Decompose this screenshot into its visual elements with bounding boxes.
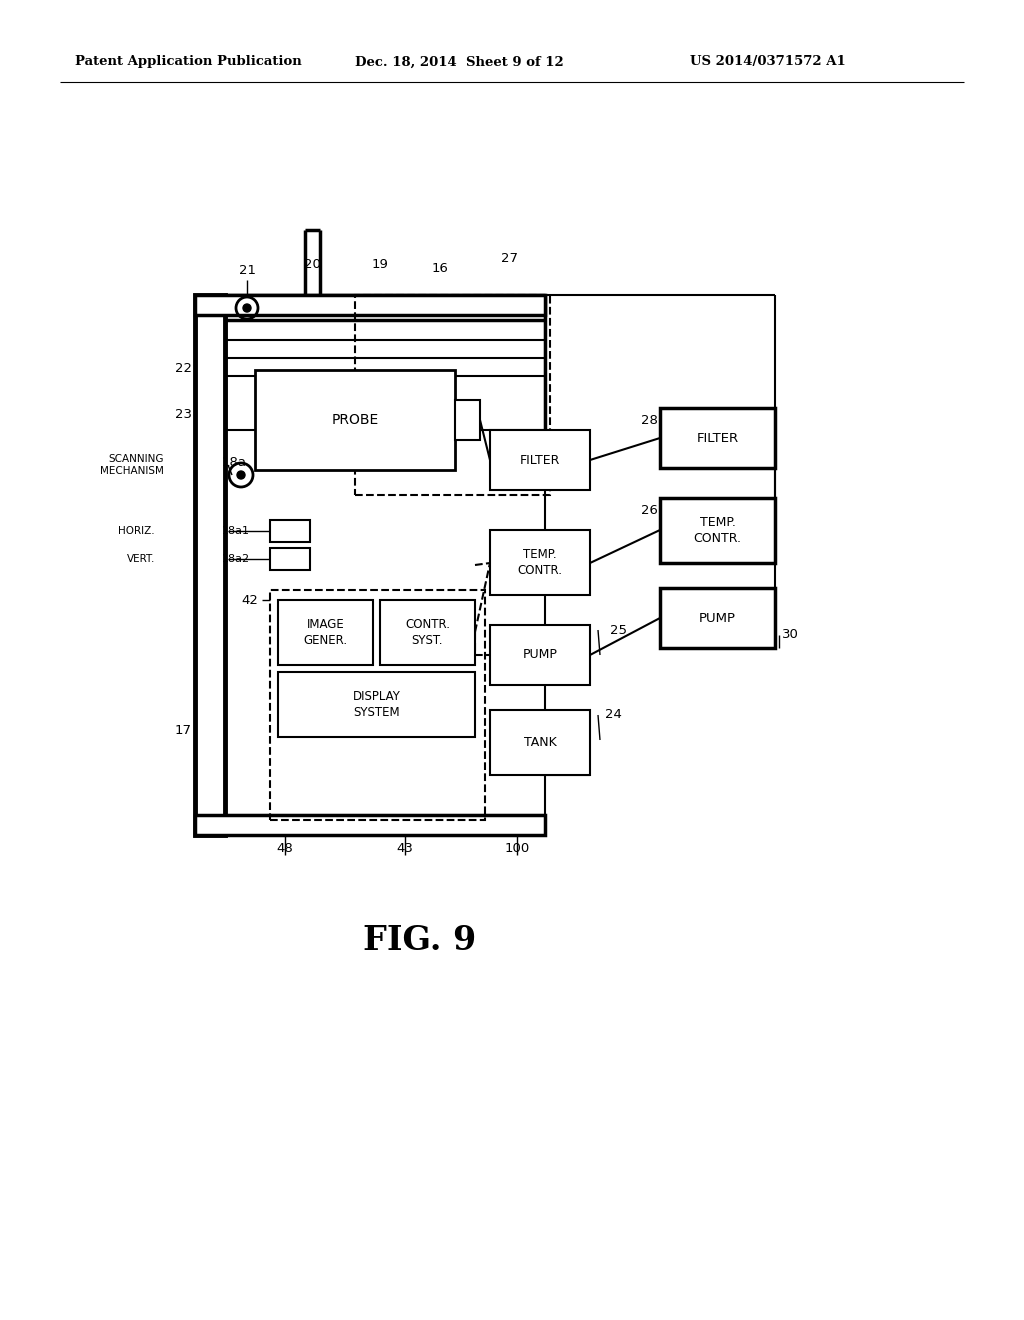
Text: FILTER: FILTER — [696, 432, 738, 445]
Text: SCANNING
MECHANISM: SCANNING MECHANISM — [100, 454, 164, 475]
Bar — [278, 672, 475, 737]
Bar — [255, 370, 455, 470]
Text: PROBE: PROBE — [332, 413, 379, 426]
Text: 100: 100 — [505, 842, 529, 854]
Text: 18a: 18a — [222, 455, 247, 469]
Bar — [195, 294, 545, 315]
Text: 20: 20 — [303, 259, 321, 272]
Text: 48: 48 — [276, 842, 293, 854]
Text: 21: 21 — [239, 264, 256, 276]
Text: 43: 43 — [396, 842, 414, 854]
Circle shape — [237, 471, 245, 479]
Bar — [490, 710, 590, 775]
Bar — [380, 601, 475, 665]
Text: CONTR.
SYST.: CONTR. SYST. — [406, 619, 450, 647]
Bar — [270, 548, 310, 570]
Text: TANK: TANK — [523, 737, 556, 748]
Text: 22: 22 — [175, 362, 193, 375]
Bar — [195, 814, 545, 836]
Bar — [660, 587, 775, 648]
Bar — [270, 590, 485, 820]
Text: 25: 25 — [610, 623, 627, 636]
Bar — [490, 624, 590, 685]
Text: 18a2: 18a2 — [222, 554, 250, 564]
Text: 19: 19 — [372, 259, 388, 272]
Text: PUMP: PUMP — [699, 611, 736, 624]
Text: 28: 28 — [641, 413, 658, 426]
Text: HORIZ.: HORIZ. — [119, 525, 155, 536]
Text: 27: 27 — [502, 252, 518, 264]
Bar — [490, 430, 590, 490]
Bar — [270, 520, 310, 543]
Circle shape — [243, 304, 251, 312]
Text: 16: 16 — [431, 261, 449, 275]
Text: VERT.: VERT. — [127, 554, 155, 564]
Text: 17: 17 — [175, 723, 193, 737]
Text: 18a1: 18a1 — [222, 525, 250, 536]
Text: 23: 23 — [175, 408, 193, 421]
Text: DISPLAY
SYSTEM: DISPLAY SYSTEM — [352, 690, 400, 718]
Text: PUMP: PUMP — [522, 648, 557, 661]
Text: Dec. 18, 2014  Sheet 9 of 12: Dec. 18, 2014 Sheet 9 of 12 — [355, 55, 564, 69]
Text: TEMP.
CONTR.: TEMP. CONTR. — [693, 516, 741, 544]
Text: 30: 30 — [782, 628, 799, 642]
Bar — [355, 294, 550, 495]
Text: IMAGE
GENER.: IMAGE GENER. — [303, 619, 347, 647]
Bar — [195, 294, 225, 836]
Text: 26: 26 — [641, 503, 658, 516]
Text: Patent Application Publication: Patent Application Publication — [75, 55, 302, 69]
Bar — [455, 400, 480, 440]
Text: TEMP.
CONTR.: TEMP. CONTR. — [517, 549, 562, 577]
Bar — [490, 531, 590, 595]
Bar — [660, 408, 775, 469]
Text: 24: 24 — [605, 709, 622, 722]
Text: FIG. 9: FIG. 9 — [364, 924, 476, 957]
Text: US 2014/0371572 A1: US 2014/0371572 A1 — [690, 55, 846, 69]
Text: 42: 42 — [241, 594, 258, 606]
Bar — [660, 498, 775, 564]
Text: FILTER: FILTER — [520, 454, 560, 466]
Bar — [278, 601, 373, 665]
